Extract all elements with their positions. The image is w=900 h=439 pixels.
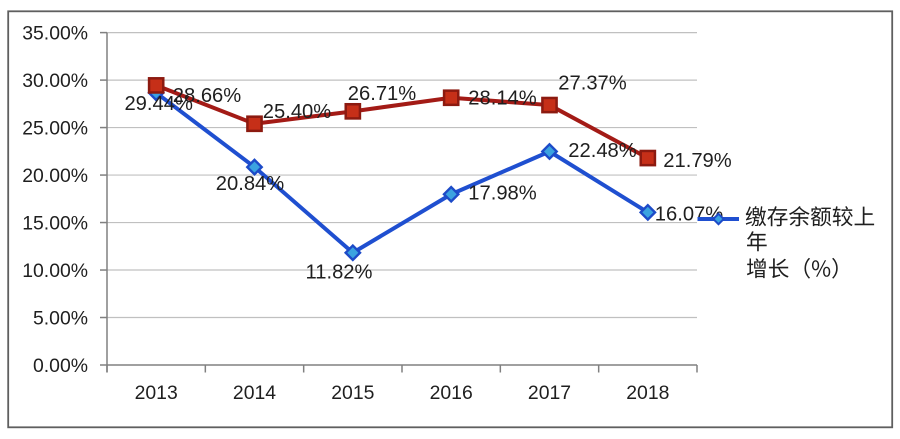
svg-text:29.44%: 29.44%: [124, 93, 193, 115]
svg-text:27.37%: 27.37%: [558, 73, 627, 95]
svg-text:11.82%: 11.82%: [306, 262, 373, 284]
svg-text:2016: 2016: [430, 382, 473, 404]
svg-text:35.00%: 35.00%: [22, 22, 88, 44]
svg-text:28.66%: 28.66%: [173, 85, 242, 107]
svg-text:30.00%: 30.00%: [22, 70, 88, 92]
svg-text:25.40%: 25.40%: [263, 101, 332, 123]
svg-text:25.00%: 25.00%: [22, 117, 88, 139]
svg-text:2018: 2018: [626, 382, 669, 404]
svg-text:0.00%: 0.00%: [33, 355, 88, 377]
svg-text:22.48%: 22.48%: [568, 140, 637, 162]
svg-text:15.00%: 15.00%: [22, 212, 88, 234]
svg-text:10.00%: 10.00%: [22, 260, 88, 282]
svg-text:2015: 2015: [331, 382, 374, 404]
svg-text:2013: 2013: [135, 382, 178, 404]
svg-text:20.00%: 20.00%: [22, 165, 88, 187]
svg-text:28.14%: 28.14%: [468, 88, 537, 110]
svg-text:26.71%: 26.71%: [348, 83, 417, 105]
svg-text:20.84%: 20.84%: [216, 173, 285, 195]
svg-text:2014: 2014: [233, 382, 276, 404]
svg-text:5.00%: 5.00%: [33, 307, 88, 329]
svg-text:21.79%: 21.79%: [663, 150, 732, 172]
svg-text:17.98%: 17.98%: [468, 183, 537, 205]
svg-text:16.07%: 16.07%: [655, 203, 724, 225]
svg-text:2017: 2017: [528, 382, 571, 404]
